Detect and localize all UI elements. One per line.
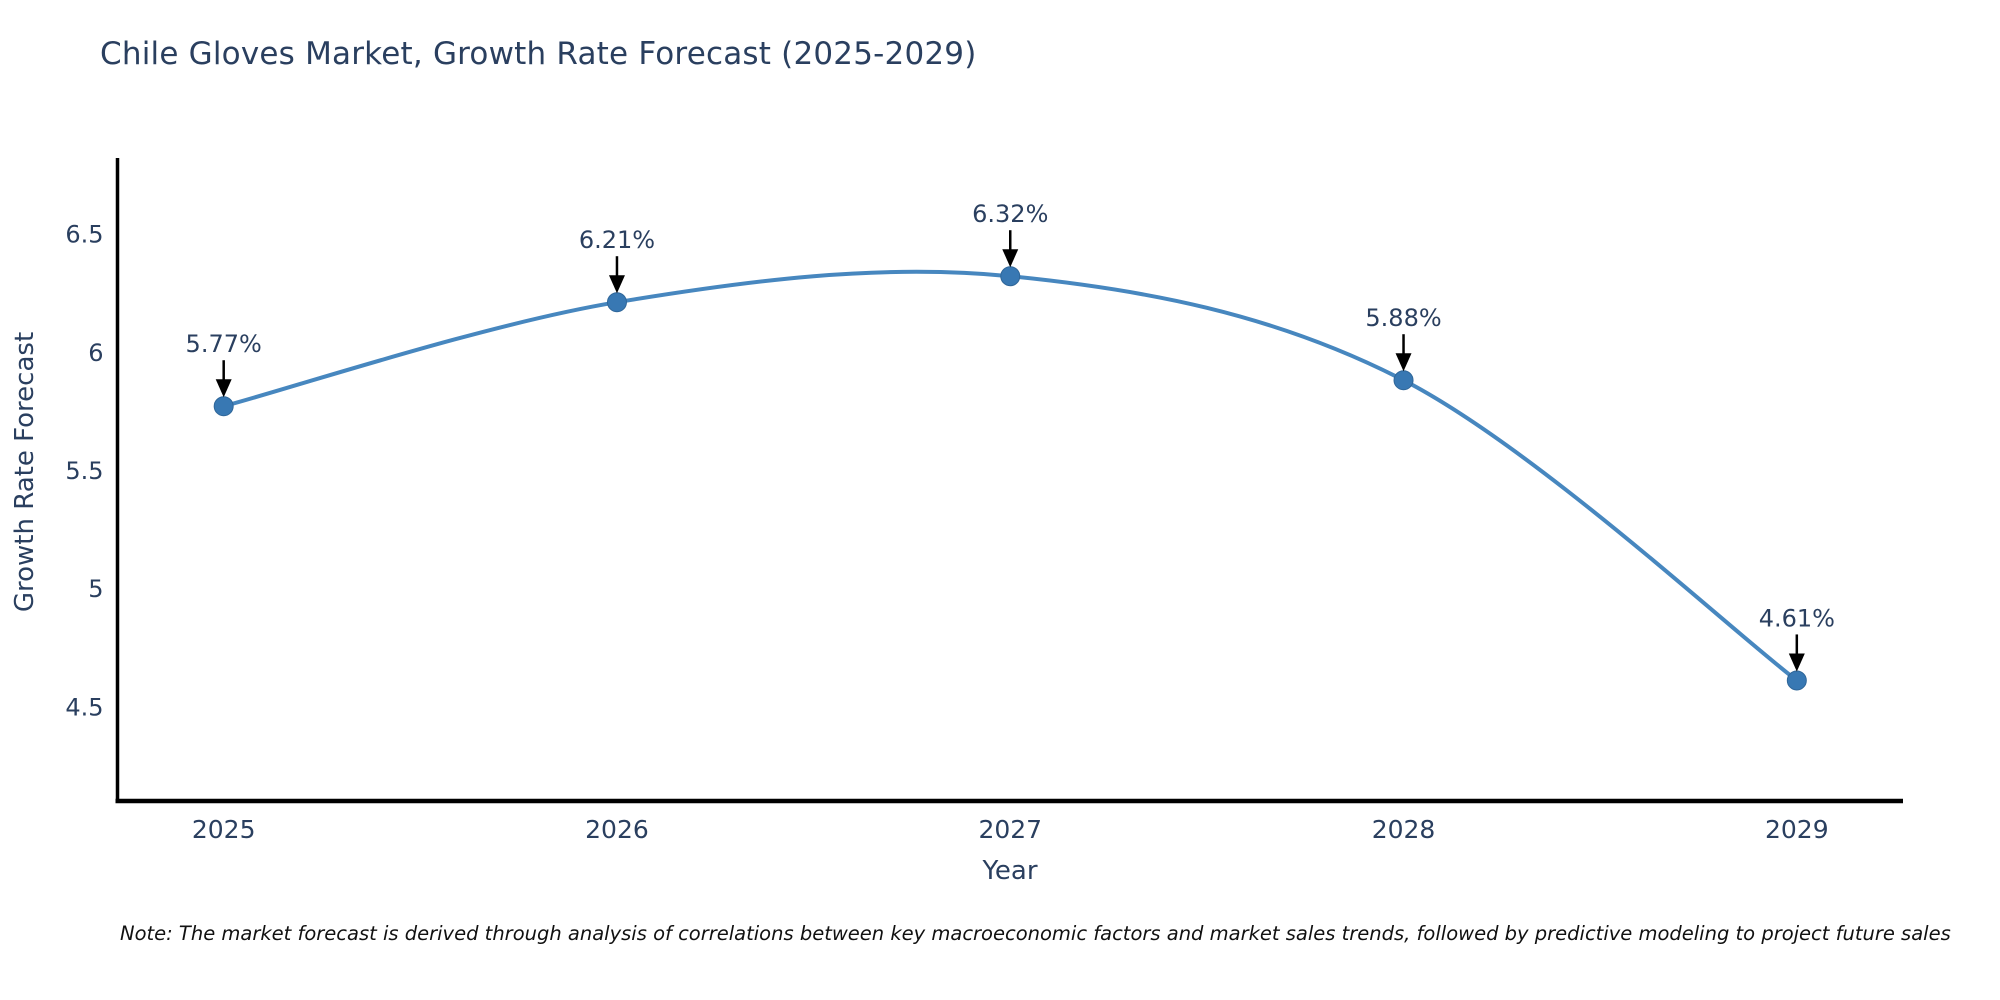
y-tick-label: 5.5 (65, 457, 103, 485)
y-tick-label: 6 (88, 339, 103, 367)
x-tick-label: 2025 (192, 815, 256, 844)
data-point-label: 4.61% (1759, 604, 1835, 632)
y-tick-label: 6.5 (65, 221, 103, 249)
data-point-label: 6.32% (972, 200, 1048, 228)
footnote: Note: The market forecast is derived thr… (120, 922, 1951, 945)
annotation-arrow-head (1395, 353, 1412, 372)
x-tick-label: 2029 (1765, 815, 1829, 844)
annotation-arrow-head (215, 379, 232, 398)
forecast-line (221, 269, 1799, 683)
y-tick-label: 5 (88, 575, 103, 603)
x-axis-title: Year (982, 856, 1038, 886)
data-point-label: 5.88% (1365, 304, 1441, 332)
data-point-label: 5.77% (186, 330, 262, 358)
data-point-marker[interactable] (213, 396, 234, 417)
data-point-label: 6.21% (579, 226, 655, 254)
data-point-marker[interactable] (1393, 370, 1414, 391)
x-tick-label: 2026 (585, 815, 649, 844)
chart-title: Chile Gloves Market, Growth Rate Forecas… (100, 36, 977, 72)
x-tick-label: 2027 (978, 815, 1042, 844)
data-point-marker[interactable] (1000, 266, 1021, 287)
annotation-arrow-head (1788, 653, 1805, 672)
y-tick-label: 4.5 (65, 693, 103, 721)
annotation-arrow-head (608, 275, 625, 294)
data-point-marker[interactable] (1786, 670, 1807, 691)
data-point-marker[interactable] (606, 292, 627, 313)
x-tick-label: 2028 (1372, 815, 1436, 844)
annotation-arrow-head (1002, 249, 1019, 268)
